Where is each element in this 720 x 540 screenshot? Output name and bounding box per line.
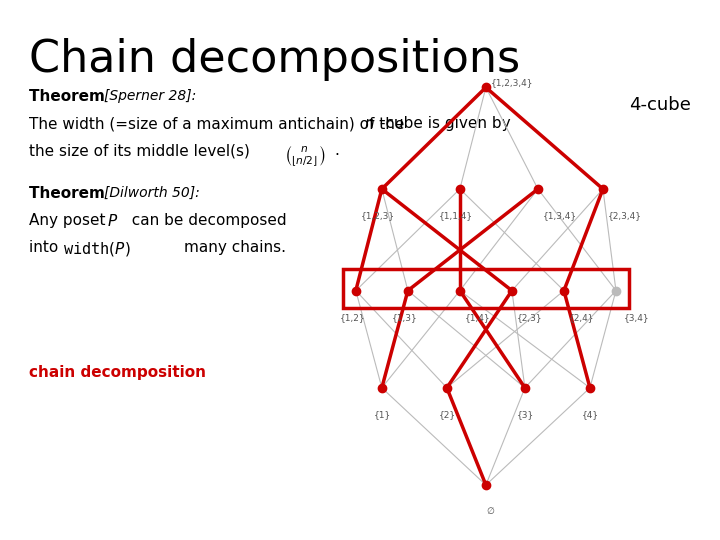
Text: $\mathtt{width}(P)$: $\mathtt{width}(P)$	[63, 240, 130, 258]
Text: -cube is given by: -cube is given by	[380, 116, 510, 131]
Text: can be decomposed: can be decomposed	[122, 213, 287, 228]
Text: {1,3,4}: {1,3,4}	[543, 211, 577, 220]
Text: {1,2}: {1,2}	[341, 313, 366, 322]
Text: Theorem: Theorem	[29, 89, 110, 104]
Text: Theorem: Theorem	[29, 186, 110, 201]
Text: .: .	[335, 143, 340, 158]
Text: {3}: {3}	[517, 410, 534, 419]
Text: {2}: {2}	[439, 410, 456, 419]
Text: $P$: $P$	[107, 213, 118, 230]
Text: {2,3,4}: {2,3,4}	[608, 211, 642, 220]
Text: ∅: ∅	[486, 507, 494, 516]
Text: {2,3}: {2,3}	[517, 313, 543, 322]
Text: [Sperner 28]:: [Sperner 28]:	[104, 89, 197, 103]
Text: The width (=size of a maximum antichain) of the: The width (=size of a maximum antichain)…	[29, 116, 409, 131]
Text: [Dilworth 50]:: [Dilworth 50]:	[104, 186, 200, 200]
Text: {1,3}: {1,3}	[392, 313, 418, 322]
Text: {4}: {4}	[582, 410, 599, 419]
Text: {1,4}: {1,4}	[465, 313, 491, 322]
Text: 4-cube: 4-cube	[629, 96, 690, 114]
Text: {1,2,3}: {1,2,3}	[361, 211, 395, 220]
Text: into: into	[29, 240, 63, 255]
Text: {2,4}: {2,4}	[569, 313, 595, 322]
Text: many chains.: many chains.	[184, 240, 286, 255]
Text: $n$: $n$	[364, 116, 374, 131]
Text: {1}: {1}	[374, 410, 391, 419]
Text: {1,1,4}: {1,1,4}	[439, 211, 473, 220]
Text: {3,4}: {3,4}	[624, 313, 649, 322]
Text: Chain decompositions: Chain decompositions	[29, 38, 520, 81]
Text: Any poset: Any poset	[29, 213, 110, 228]
Text: $\binom{n}{\lfloor n/2\rfloor}$: $\binom{n}{\lfloor n/2\rfloor}$	[284, 143, 326, 169]
Text: chain decomposition: chain decomposition	[29, 364, 206, 380]
Text: the size of its middle level(s): the size of its middle level(s)	[29, 143, 259, 158]
Text: {1,2,3,4}: {1,2,3,4}	[491, 78, 534, 87]
